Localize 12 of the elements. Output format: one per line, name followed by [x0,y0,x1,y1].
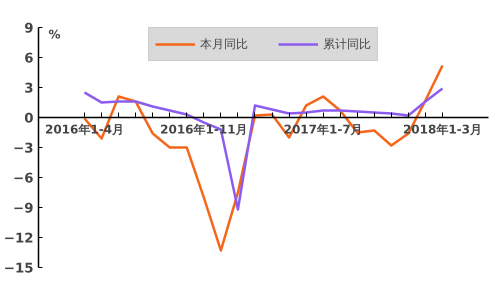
y-tick-label: 3 [24,82,34,96]
y-axis-title: % [48,28,61,42]
y-tick-label: 0 [24,112,34,126]
legend-label: 本月同比 [200,36,248,52]
y-tick-label: −6 [13,172,34,186]
legend-label: 累计同比 [323,36,371,52]
y-tick-label: 9 [24,22,34,36]
y-tick-label: −15 [4,262,34,276]
y-tick-label: 6 [24,52,34,66]
y-tick-label: −9 [13,202,34,216]
y-tick-label: −12 [4,232,34,246]
y-tick-label: −3 [13,142,34,156]
